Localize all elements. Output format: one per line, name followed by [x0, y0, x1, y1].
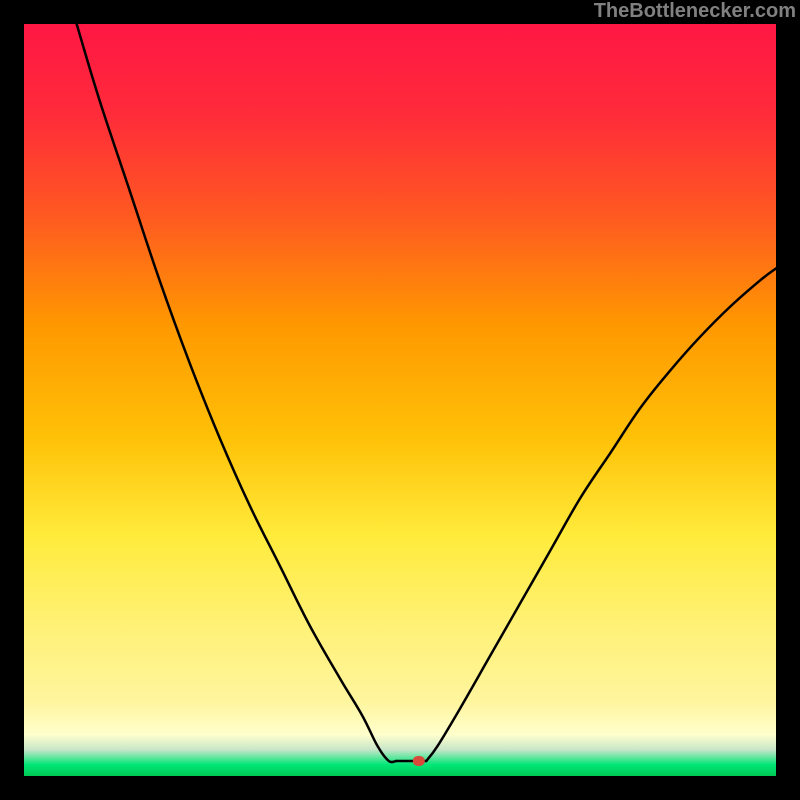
chart-background	[24, 24, 776, 776]
watermark-text: TheBottlenecker.com	[594, 0, 796, 23]
chart-plot-area	[24, 24, 776, 776]
optimal-point-marker	[413, 756, 425, 766]
